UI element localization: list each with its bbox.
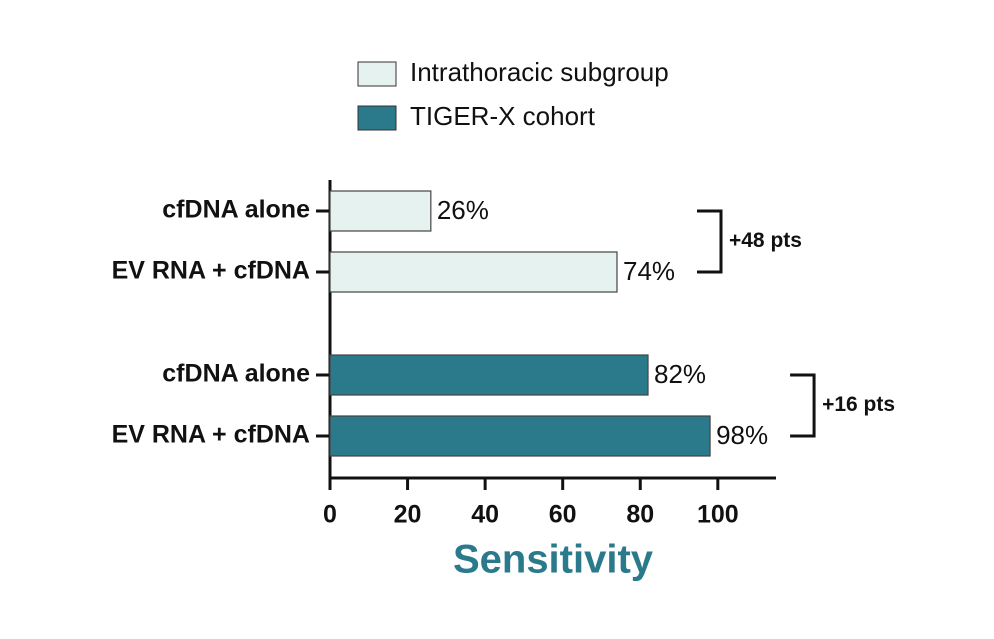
value-label: 26% <box>437 195 489 225</box>
bar <box>329 251 618 293</box>
x-tick-label: 0 <box>323 501 337 529</box>
legend-swatch <box>357 105 397 131</box>
y-tick-label: cfDNA alone <box>162 196 310 224</box>
annotation: +16 pts <box>822 393 895 416</box>
bar <box>329 190 432 232</box>
legend-label: Intrathoracic subgroup <box>410 57 669 87</box>
bracket <box>696 209 723 274</box>
legend-swatch <box>357 61 397 87</box>
legend-label: TIGER-X cohort <box>410 101 596 131</box>
bar <box>329 415 711 457</box>
bracket <box>790 373 816 438</box>
value-label: 74% <box>623 256 675 286</box>
value-label: 98% <box>716 420 768 450</box>
value-label: 82% <box>654 359 706 389</box>
x-tick-label: 40 <box>471 501 499 529</box>
y-tick-label: EV RNA + cfDNA <box>112 257 310 285</box>
y-tick-label: EV RNA + cfDNA <box>112 421 310 449</box>
x-tick-label: 100 <box>697 501 739 529</box>
bar <box>329 354 649 396</box>
y-tick-label: cfDNA alone <box>162 360 310 388</box>
x-tick-label: 20 <box>394 501 422 529</box>
x-axis-label: Sensitivity <box>453 538 654 582</box>
annotation: +48 pts <box>729 229 802 252</box>
x-tick-label: 80 <box>626 501 654 529</box>
x-tick-label: 60 <box>549 501 577 529</box>
